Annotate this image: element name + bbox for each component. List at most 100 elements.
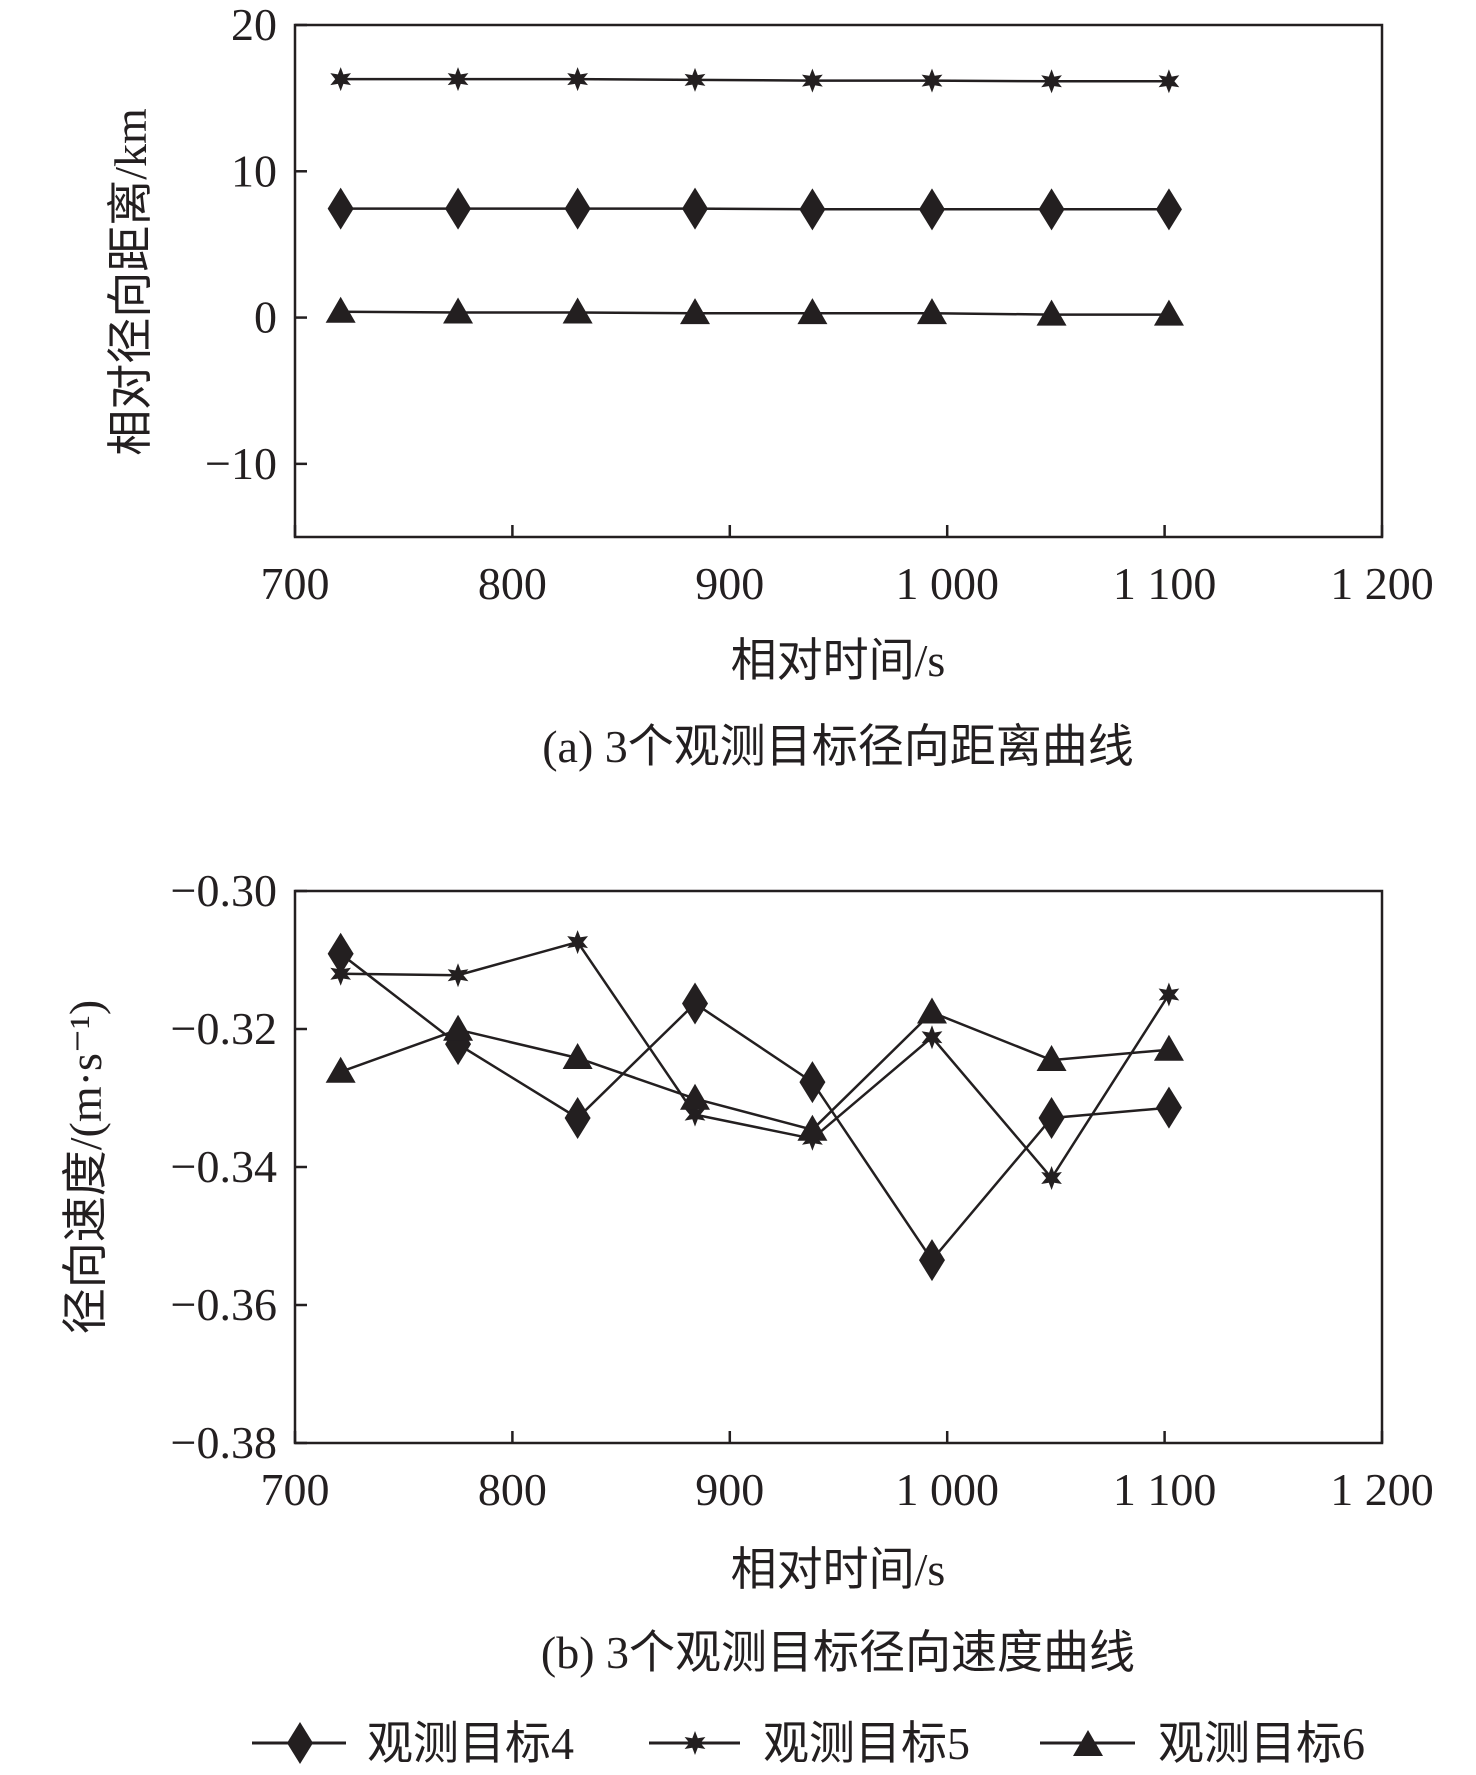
- data-point-diamond: [1038, 188, 1065, 231]
- data-point-triangle: [1153, 299, 1184, 326]
- y-tick-label: −0.30: [171, 865, 277, 916]
- data-point-star: [567, 67, 588, 92]
- data-point-star: [1158, 982, 1180, 1007]
- series-diamond: [327, 187, 1182, 231]
- legend-label-target6: 观测目标6: [1158, 1718, 1365, 1769]
- series-triangle: [325, 997, 1184, 1141]
- data-point-diamond: [682, 187, 709, 230]
- data-point-diamond: [1155, 1086, 1182, 1129]
- x-tick-label: 700: [261, 1464, 330, 1515]
- series-line: [340, 207, 1169, 211]
- data-point-star: [921, 68, 943, 93]
- y-tick-label: −0.34: [171, 1141, 277, 1192]
- x-tick-label: 1 100: [1113, 558, 1217, 609]
- data-point-diamond: [918, 188, 945, 231]
- y-tick-label: −0.36: [171, 1279, 277, 1330]
- data-point-triangle: [562, 1042, 593, 1069]
- data-point-triangle: [916, 997, 947, 1024]
- y-tick-label: 0: [254, 292, 277, 343]
- data-point-diamond: [1155, 188, 1182, 231]
- chart-a-radial-distance: 700 800 900 1 000 1 100 1 200 −10 0 10 20: [205, 0, 1434, 609]
- legend-item-target4: 观测目标4: [252, 1718, 574, 1769]
- x-tick-label: 1 200: [1330, 1464, 1434, 1515]
- x-tick-label: 1 100: [1113, 1464, 1217, 1515]
- data-point-triangle: [325, 296, 356, 323]
- star-icon: [684, 1731, 706, 1755]
- series-line: [340, 77, 1169, 83]
- data-point-star: [330, 961, 351, 986]
- series-line: [340, 940, 1170, 1181]
- series-line: [340, 1010, 1170, 1132]
- data-point-diamond: [682, 982, 709, 1025]
- series-diamond: [327, 932, 1182, 1282]
- data-point-star: [921, 1025, 943, 1050]
- data-point-triangle: [1036, 1045, 1067, 1072]
- legend-star-marker: [684, 1731, 706, 1755]
- legend-item-target6: 观测目标6: [1040, 1718, 1365, 1769]
- data-point-star: [447, 963, 469, 988]
- diamond-icon: [287, 1722, 313, 1764]
- series-star: [330, 67, 1180, 94]
- data-point-diamond: [1038, 1097, 1065, 1140]
- chart-b-radial-velocity: 700 800 900 1 000 1 100 1 200 −0.38 −0.36 −0.34 −…: [171, 865, 1434, 1515]
- data-point-star: [1041, 1166, 1062, 1190]
- data-point-diamond: [327, 932, 354, 975]
- data-point-star: [1158, 69, 1180, 94]
- data-point-star: [447, 67, 469, 92]
- x-tick-label: 1 000: [895, 1464, 999, 1515]
- data-point-diamond: [799, 188, 826, 231]
- y-tick-label: 20: [231, 0, 277, 50]
- data-point-triangle: [325, 1056, 356, 1083]
- data-point-star: [1041, 69, 1062, 94]
- x-tick-label: 1 000: [895, 558, 999, 609]
- series-line: [340, 310, 1169, 316]
- series-line: [339, 952, 1170, 1263]
- x-tick-label: 700: [261, 558, 330, 609]
- legend-label-target4: 观测目标4: [367, 1718, 574, 1769]
- chart-b-xlabel: 相对时间/s: [731, 1544, 946, 1595]
- data-point-star: [684, 1102, 706, 1127]
- legend: 观测目标4 观测目标5 观测目标6: [252, 1718, 1365, 1769]
- data-point-triangle: [680, 1083, 711, 1110]
- y-tick-label: 10: [231, 145, 277, 196]
- legend-item-target5: 观测目标5: [649, 1718, 970, 1769]
- chart-a-xlabel: 相对时间/s: [731, 635, 946, 686]
- y-tick-label: −0.38: [171, 1417, 277, 1468]
- data-point-diamond: [445, 187, 472, 230]
- data-point-star: [567, 930, 588, 955]
- chart-a-ylabel: 相对径向距离/km: [105, 108, 156, 456]
- series-triangle: [325, 296, 1184, 326]
- data-point-diamond: [564, 187, 591, 230]
- x-tick-label: 1 200: [1330, 558, 1434, 609]
- chart-a-caption: (a) 3个观测目标径向距离曲线: [542, 721, 1134, 772]
- y-tick-label: −10: [205, 438, 277, 489]
- y-tick-label: −0.32: [171, 1003, 277, 1054]
- legend-diamond-marker: [287, 1722, 313, 1764]
- legend-triangle-marker: [1073, 1730, 1103, 1756]
- plot-frame: [293, 23, 1384, 539]
- data-point-triangle: [680, 298, 711, 325]
- data-point-star: [684, 67, 706, 92]
- x-tick-label: 800: [478, 1464, 547, 1515]
- data-point-diamond: [799, 1061, 826, 1104]
- data-point-diamond: [327, 187, 354, 230]
- x-tick-label: 800: [478, 558, 547, 609]
- data-point-diamond: [564, 1097, 591, 1140]
- chart-b-caption: (b) 3个观测目标径向速度曲线: [541, 1627, 1135, 1678]
- x-tick-label: 900: [695, 1464, 764, 1515]
- x-tick-label: 900: [695, 558, 764, 609]
- data-point-star: [330, 67, 351, 92]
- data-point-star: [802, 68, 823, 93]
- data-point-triangle: [1036, 299, 1067, 326]
- data-point-triangle: [562, 297, 593, 324]
- data-point-triangle: [1153, 1034, 1184, 1061]
- data-point-triangle: [797, 1114, 828, 1141]
- data-point-triangle: [443, 297, 474, 324]
- data-point-triangle: [797, 298, 828, 325]
- data-point-triangle: [443, 1014, 474, 1041]
- data-point-diamond: [918, 1239, 945, 1282]
- data-point-triangle: [916, 298, 947, 325]
- triangle-icon: [1073, 1730, 1103, 1756]
- chart-b-ylabel: 径向速度/(m·s⁻¹): [60, 1000, 111, 1335]
